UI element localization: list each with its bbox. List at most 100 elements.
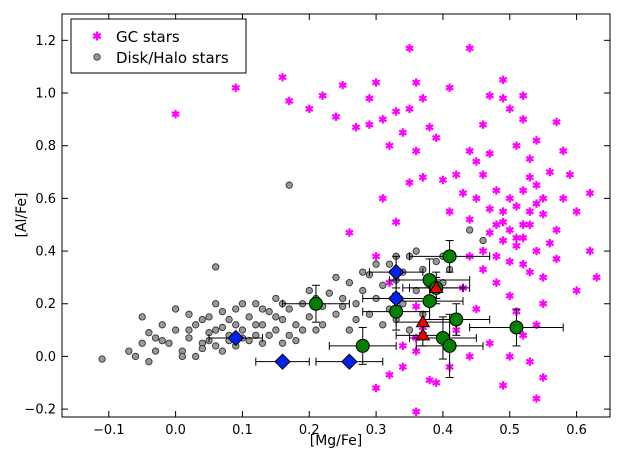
gc-point <box>478 265 488 274</box>
disk-halo-point <box>225 315 233 324</box>
green-circle-point <box>509 320 524 335</box>
gc-point <box>365 94 374 103</box>
gc-point <box>592 273 601 282</box>
disk-halo-point <box>285 181 293 189</box>
disk-halo-point <box>185 334 193 342</box>
green-circle-point <box>422 294 437 309</box>
gc-point <box>485 149 494 158</box>
gc-point <box>472 157 481 166</box>
disk-halo-point <box>285 331 293 339</box>
gc-point <box>538 273 548 282</box>
gc-point <box>465 146 474 156</box>
disk-halo-point <box>345 279 354 287</box>
gc-point <box>512 141 521 150</box>
disk-halo-point <box>238 300 247 308</box>
gc-point <box>285 96 294 106</box>
gc-point <box>518 115 528 124</box>
disk-halo-point <box>272 294 280 303</box>
gc-point <box>478 170 488 179</box>
gc-point <box>498 207 508 216</box>
disk-halo-point <box>332 273 340 282</box>
disk-halo-point <box>412 247 420 255</box>
disk-halo-point <box>399 300 407 308</box>
x-tick-label: 0.6 <box>566 423 587 438</box>
gc-point <box>565 170 575 179</box>
gc-point <box>498 75 508 85</box>
gc-point <box>498 236 508 245</box>
gc-point <box>465 215 474 224</box>
disk-halo-point <box>252 321 260 329</box>
disk-halo-point <box>138 339 146 347</box>
disk-halo-point <box>218 307 227 316</box>
x-tick-label: −0.1 <box>93 423 125 438</box>
gc-point <box>485 228 494 237</box>
gc-point <box>525 207 534 216</box>
disk-halo-point <box>131 352 140 361</box>
y-tick-label: 0.6 <box>35 192 56 207</box>
gc-point <box>405 178 414 187</box>
gc-point <box>418 173 428 182</box>
legend-label-gc: GC stars <box>116 28 180 46</box>
green-circle-point <box>308 296 323 311</box>
gc-point <box>398 341 408 351</box>
gc-point <box>538 373 548 382</box>
x-tick-label: 0.2 <box>299 423 320 438</box>
gc-point <box>492 186 501 195</box>
disk-halo-point <box>379 321 387 329</box>
x-tick-label: 0.5 <box>499 423 520 438</box>
disk-halo-point <box>245 336 253 345</box>
disk-halo-point <box>158 321 166 329</box>
green-circle-point <box>442 338 457 353</box>
gc-point <box>505 257 514 266</box>
gc-point <box>545 167 555 177</box>
disk-halo-point <box>232 305 240 313</box>
gc-series <box>171 44 601 416</box>
disk-halo-point <box>278 339 287 347</box>
gc-point <box>405 104 414 114</box>
disk-halo-point <box>405 326 414 334</box>
gc-point <box>445 83 454 92</box>
disk-halo-point <box>178 352 186 361</box>
axis-ticks: −0.1 0.0 0.1 0.2 0.3 0.4 0.5 0.6 −0.2 0.0 0.2 0.4 0.… <box>24 14 610 438</box>
gc-point <box>505 194 514 203</box>
disk-halo-point <box>151 334 160 342</box>
red-triangle-point <box>428 280 444 293</box>
gc-point <box>492 220 501 229</box>
disk-halo-point <box>158 336 166 345</box>
gc-point <box>532 199 541 208</box>
gc-point <box>412 146 421 156</box>
disk-halo-point <box>359 286 367 295</box>
disk-halo-point <box>432 257 440 266</box>
disk-halo-point <box>185 310 193 318</box>
gc-point <box>485 204 494 214</box>
disk-halo-point <box>252 300 260 308</box>
gc-point <box>171 109 180 119</box>
disk-halo-point <box>205 313 213 321</box>
disk-halo-point <box>171 305 180 313</box>
gc-point <box>231 83 240 92</box>
gc-point <box>525 357 534 366</box>
gc-point <box>505 352 514 361</box>
gc-point <box>498 94 508 103</box>
gc-point <box>351 123 361 132</box>
gc-point <box>465 44 474 53</box>
disk-halo-point <box>258 321 267 329</box>
gc-point <box>385 370 394 380</box>
disk-halo-point <box>285 305 293 313</box>
gc-point <box>485 339 494 348</box>
gc-point <box>478 120 488 129</box>
disk-halo-point <box>212 326 220 334</box>
gc-point <box>538 209 548 219</box>
disk-halo-point <box>352 315 360 324</box>
gc-point <box>472 194 481 203</box>
highlight-markers <box>227 249 524 370</box>
gc-point <box>318 91 327 100</box>
disk-halo-point <box>318 321 327 329</box>
disk-halo-point <box>218 347 227 355</box>
gc-point <box>498 217 508 227</box>
gc-point <box>378 194 387 203</box>
gc-point <box>472 304 481 314</box>
gc-point <box>432 378 441 387</box>
gc-point <box>532 136 541 145</box>
gc-point <box>492 278 501 287</box>
